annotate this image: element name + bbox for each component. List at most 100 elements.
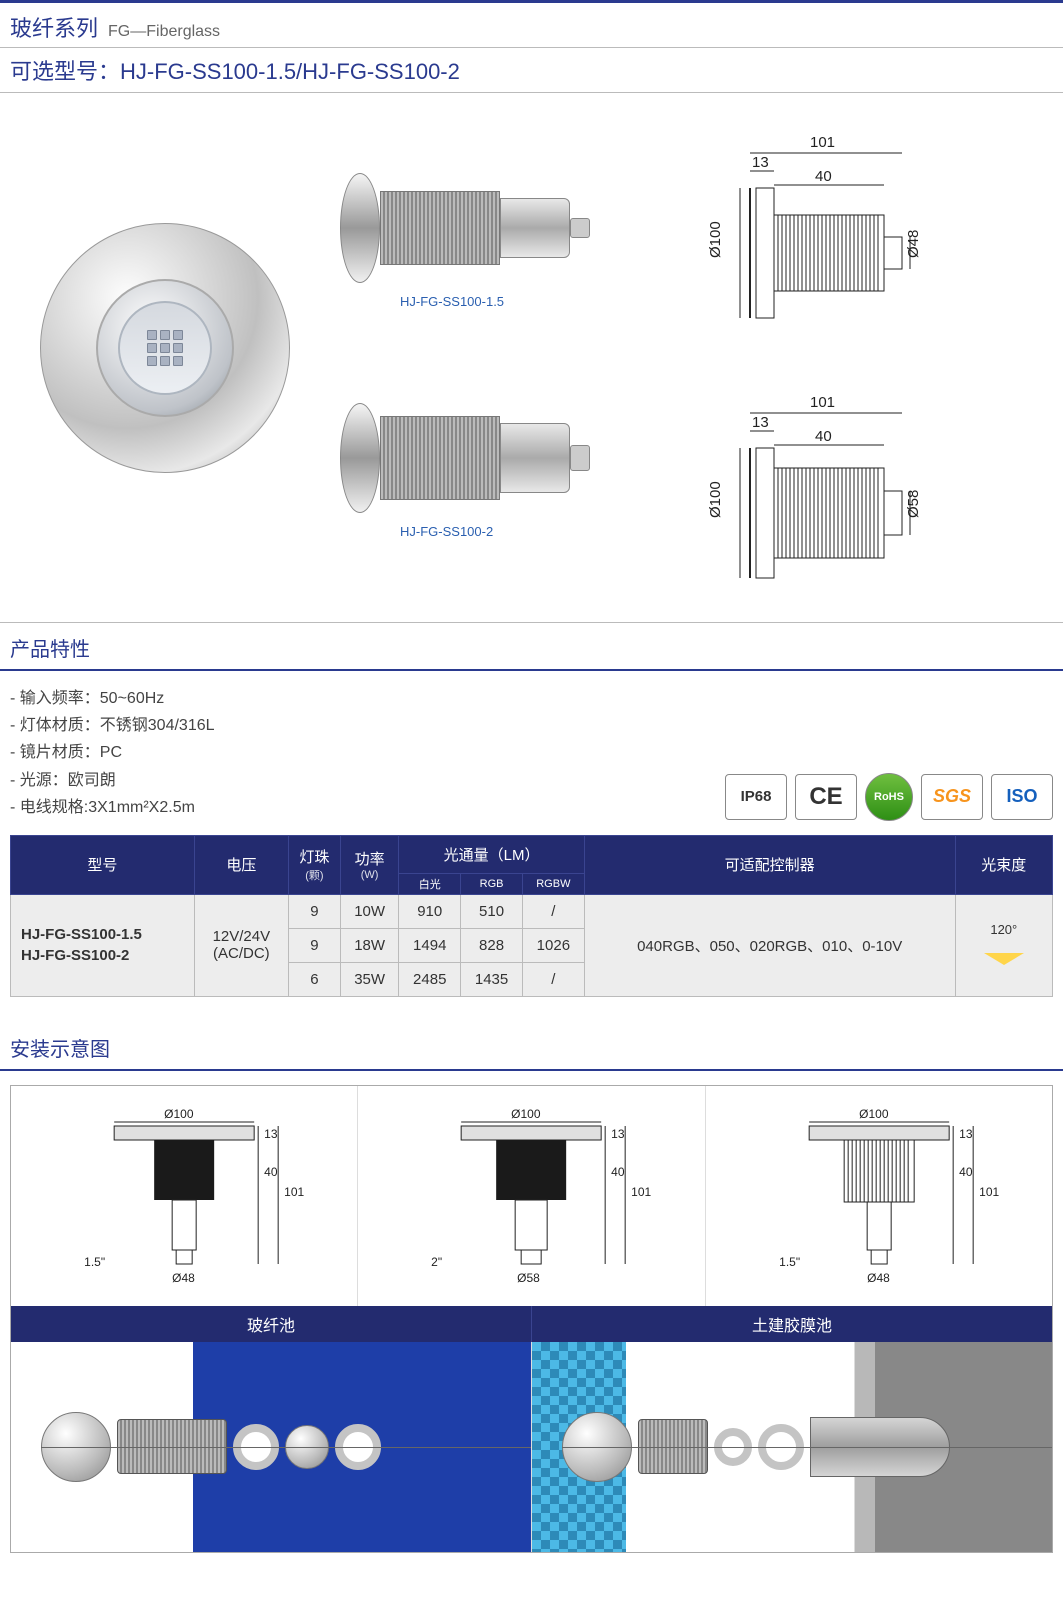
badge-iso: ISO xyxy=(991,774,1053,820)
side-label-2: HJ-FG-SS100-2 xyxy=(400,524,493,539)
images-area: HJ-FG-SS100-1.5 HJ-FG-SS100-2 101 13 40 … xyxy=(0,93,1063,623)
side-label-1: HJ-FG-SS100-1.5 xyxy=(400,294,504,309)
svg-text:101: 101 xyxy=(979,1185,999,1199)
th-lumen: 光通量（LM） xyxy=(399,835,584,873)
install-panel-1: Ø100 13 40 101 Ø48 1.5" xyxy=(11,1086,358,1306)
td-voltage: 12V/24V (AC/DC) xyxy=(194,894,288,996)
td: 1026 xyxy=(522,928,584,962)
prop-item: 电线规格:3X1mm²X2.5m xyxy=(10,794,215,821)
install-title-row: 安装示意图 xyxy=(0,1023,1063,1071)
th-voltage: 电压 xyxy=(194,835,288,894)
th-lm-rgb: RGB xyxy=(461,873,523,894)
install-top: Ø100 13 40 101 Ø48 1.5" Ø100 13 40 101 xyxy=(11,1086,1052,1306)
svg-text:101: 101 xyxy=(810,134,835,151)
prop-item: 灯体材质：不锈钢304/316L xyxy=(10,712,215,739)
model-line: 可选型号：HJ-FG-SS100-1.5/HJ-FG-SS100-2 xyxy=(0,47,1063,93)
svg-text:Ø58: Ø58 xyxy=(905,490,922,518)
svg-text:2": 2" xyxy=(431,1255,442,1269)
svg-text:101: 101 xyxy=(810,394,835,411)
td: 910 xyxy=(399,894,461,928)
td: 510 xyxy=(461,894,523,928)
td: 2485 xyxy=(399,962,461,996)
th-controller: 可适配控制器 xyxy=(584,835,955,894)
td-controller: 040RGB、050、020RGB、010、0-10V xyxy=(584,894,955,996)
td: / xyxy=(522,894,584,928)
td-beam: 120° xyxy=(955,894,1052,996)
install-title: 安装示意图 xyxy=(10,1033,110,1069)
install-label-left: 玻纤池 xyxy=(11,1306,532,1342)
install-labels: 玻纤池 土建胶膜池 xyxy=(11,1306,1052,1342)
svg-text:13: 13 xyxy=(752,154,769,171)
props-list: 输入频率：50~60Hz 灯体材质：不锈钢304/316L 镜片材质：PC 光源… xyxy=(10,685,215,821)
props-row: 输入频率：50~60Hz 灯体材质：不锈钢304/316L 镜片材质：PC 光源… xyxy=(0,681,1063,835)
svg-text:Ø58: Ø58 xyxy=(517,1271,540,1285)
badge-rohs: RoHS xyxy=(865,773,913,821)
cert-badges: IP68 CE RoHS SGS ISO xyxy=(725,773,1053,821)
badge-ce: CE xyxy=(795,774,857,820)
props-title-row: 产品特性 xyxy=(0,623,1063,671)
th-leds: 灯珠(颗) xyxy=(288,835,340,894)
th-beam: 光束度 xyxy=(955,835,1052,894)
install-bottom xyxy=(11,1342,1052,1552)
td: / xyxy=(522,962,584,996)
svg-text:Ø48: Ø48 xyxy=(867,1271,890,1285)
td: 1435 xyxy=(461,962,523,996)
td: 35W xyxy=(340,962,398,996)
badge-sgs: SGS xyxy=(921,774,983,820)
th-model: 型号 xyxy=(11,835,195,894)
svg-text:40: 40 xyxy=(815,168,832,185)
header-en: FG—Fiberglass xyxy=(108,23,220,41)
td: 9 xyxy=(288,928,340,962)
install-area: Ø100 13 40 101 Ø48 1.5" Ø100 13 40 101 xyxy=(10,1085,1053,1553)
prop-item: 光源：欧司朗 xyxy=(10,767,215,794)
svg-text:40: 40 xyxy=(611,1165,625,1179)
td: 6 xyxy=(288,962,340,996)
svg-text:40: 40 xyxy=(959,1165,973,1179)
td: 1494 xyxy=(399,928,461,962)
svg-text:13: 13 xyxy=(264,1127,278,1141)
svg-text:Ø100: Ø100 xyxy=(511,1107,541,1121)
svg-text:Ø100: Ø100 xyxy=(859,1107,889,1121)
th-lm-rgbw: RGBW xyxy=(522,873,584,894)
install-panel-2: Ø100 13 40 101 Ø58 2" xyxy=(358,1086,705,1306)
svg-text:Ø100: Ø100 xyxy=(707,481,724,518)
svg-text:101: 101 xyxy=(631,1185,651,1199)
props-title: 产品特性 xyxy=(10,633,90,669)
svg-text:13: 13 xyxy=(752,414,769,431)
svg-text:40: 40 xyxy=(264,1165,278,1179)
td: 828 xyxy=(461,928,523,962)
product-side-view-2: HJ-FG-SS100-2 xyxy=(340,403,610,513)
product-side-view-1: HJ-FG-SS100-1.5 xyxy=(340,173,610,283)
install-label-right: 土建胶膜池 xyxy=(532,1306,1052,1342)
beam-angle-icon xyxy=(974,939,1034,965)
svg-text:1.5": 1.5" xyxy=(84,1255,105,1269)
td: 9 xyxy=(288,894,340,928)
install-panel-3: Ø100 13 40 101 Ø48 1.5" xyxy=(706,1086,1052,1306)
td: 18W xyxy=(340,928,398,962)
th-lm-white: 白光 xyxy=(399,873,461,894)
install-scene-concrete xyxy=(532,1342,1052,1552)
prop-item: 镜片材质：PC xyxy=(10,739,215,766)
th-power: 功率(W) xyxy=(340,835,398,894)
svg-text:101: 101 xyxy=(284,1185,304,1199)
dimension-drawing-2: 101 13 40 Ø100 Ø58 xyxy=(700,383,1030,603)
svg-text:13: 13 xyxy=(959,1127,973,1141)
prop-item: 输入频率：50~60Hz xyxy=(10,685,215,712)
td: 10W xyxy=(340,894,398,928)
svg-text:13: 13 xyxy=(611,1127,625,1141)
product-front-view xyxy=(40,223,290,473)
badge-ip68: IP68 xyxy=(725,774,787,820)
spec-table: 型号 电压 灯珠(颗) 功率(W) 光通量（LM） 可适配控制器 光束度 白光 … xyxy=(10,835,1053,997)
led-array-icon xyxy=(147,330,183,366)
header-cn: 玻纤系列 xyxy=(10,11,98,43)
svg-text:Ø48: Ø48 xyxy=(905,230,922,258)
svg-text:Ø100: Ø100 xyxy=(707,221,724,258)
svg-text:Ø48: Ø48 xyxy=(172,1271,195,1285)
header: 玻纤系列 FG—Fiberglass xyxy=(0,0,1063,47)
dimension-drawing-1: 101 13 40 Ø100 Ø48 xyxy=(700,123,1030,343)
td-model: HJ-FG-SS100-1.5 HJ-FG-SS100-2 xyxy=(11,894,195,996)
svg-text:Ø100: Ø100 xyxy=(164,1107,194,1121)
svg-text:40: 40 xyxy=(815,428,832,445)
svg-text:1.5": 1.5" xyxy=(779,1255,800,1269)
install-scene-fiberglass xyxy=(11,1342,532,1552)
